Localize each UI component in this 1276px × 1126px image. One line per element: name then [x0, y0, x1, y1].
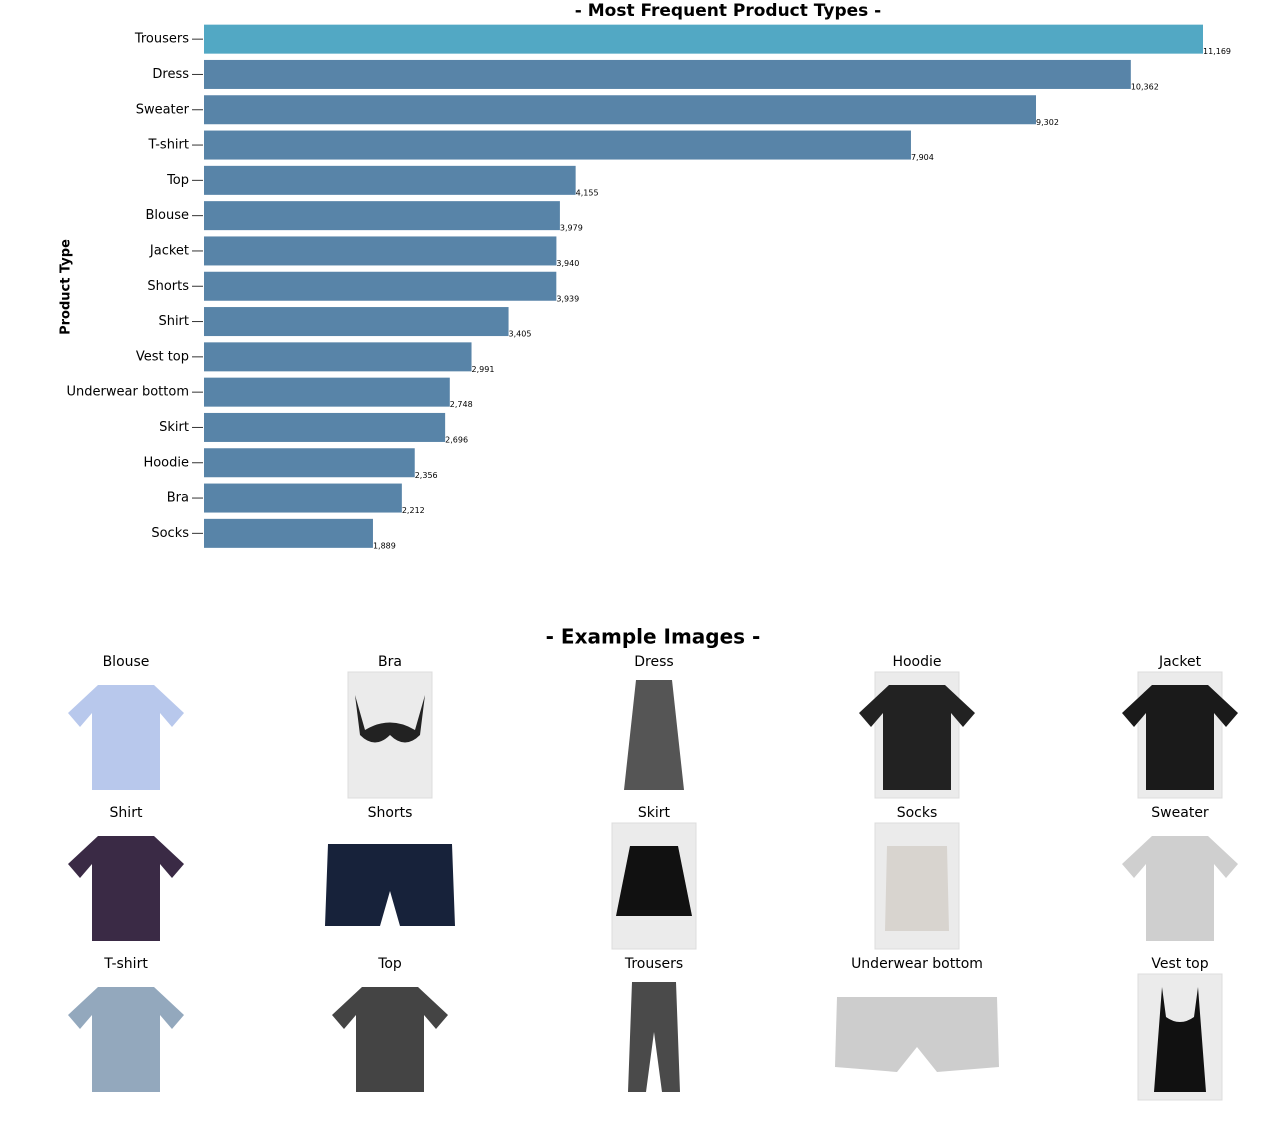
value-label: 2,212 [402, 506, 425, 515]
bar [204, 307, 509, 337]
value-label: 3,979 [560, 224, 583, 233]
value-label: 4,155 [576, 188, 599, 197]
bar [204, 342, 472, 372]
y-tick-label: Shorts [147, 279, 189, 294]
product-image [355, 695, 425, 743]
value-label: 9,302 [1036, 118, 1059, 127]
y-tick-label: Bra [167, 491, 189, 506]
product-image [624, 680, 684, 790]
image-label: T-shirt [103, 956, 148, 972]
bar [204, 236, 557, 266]
value-label: 2,991 [472, 365, 495, 374]
image-label: Jacket [1158, 654, 1202, 670]
y-tick-label: Dress [152, 67, 189, 82]
value-label: 1,889 [373, 541, 396, 550]
value-label: 2,748 [450, 400, 473, 409]
y-tick-label: Blouse [146, 208, 190, 223]
image-label: Bra [378, 654, 402, 670]
value-label: 10,362 [1131, 82, 1159, 91]
chart-title: - Most Frequent Product Types - [575, 1, 882, 21]
bar [204, 24, 1203, 54]
y-tick-label: Shirt [158, 314, 189, 329]
image-label: Top [377, 956, 402, 972]
bar [204, 95, 1037, 125]
value-label: 3,405 [509, 330, 532, 339]
product-image [628, 982, 680, 1092]
image-label: Skirt [638, 805, 671, 821]
bar [204, 483, 402, 513]
bar [204, 165, 576, 195]
value-label: 2,356 [415, 471, 438, 480]
image-label: Blouse [103, 654, 150, 670]
value-label: 7,904 [911, 153, 934, 162]
y-tick-label: Vest top [136, 349, 189, 364]
bar [204, 412, 446, 442]
product-image [68, 836, 184, 941]
y-tick-label: Socks [151, 526, 189, 541]
product-image [68, 987, 184, 1092]
images-title: - Example Images - [546, 625, 761, 649]
image-label: Shirt [110, 805, 143, 821]
y-axis-label: Product Type [59, 239, 74, 335]
y-tick-label: T-shirt [147, 138, 189, 153]
value-label: 11,169 [1203, 47, 1231, 56]
product-image [1122, 836, 1238, 941]
product-image [68, 685, 184, 790]
bar [204, 518, 373, 548]
y-tick-label: Underwear bottom [67, 385, 189, 400]
bar [204, 201, 560, 231]
product-image [616, 846, 692, 916]
image-label: Shorts [368, 805, 413, 821]
product-image [885, 846, 949, 931]
product-image [1122, 685, 1238, 790]
product-image [859, 685, 975, 790]
bar [204, 377, 450, 407]
y-tick-label: Hoodie [143, 455, 189, 470]
image-label: Socks [897, 805, 938, 821]
product-image [835, 997, 999, 1072]
product-image [325, 844, 455, 926]
image-label: Hoodie [892, 654, 941, 670]
image-label: Trousers [624, 956, 683, 972]
image-label: Vest top [1151, 956, 1208, 972]
bar [204, 448, 415, 478]
image-label: Underwear bottom [851, 956, 983, 972]
value-label: 3,939 [556, 294, 579, 303]
bar [204, 130, 911, 160]
value-label: 2,696 [445, 435, 468, 444]
bar [204, 271, 557, 301]
y-tick-label: Top [166, 173, 189, 188]
y-tick-label: Skirt [159, 420, 189, 435]
bar [204, 59, 1131, 89]
value-label: 3,940 [556, 259, 579, 268]
image-label: Sweater [1151, 805, 1209, 821]
y-tick-label: Trousers [134, 32, 189, 47]
y-tick-label: Jacket [149, 243, 189, 258]
image-label: Dress [634, 654, 673, 670]
y-tick-label: Sweater [136, 102, 190, 117]
product-image [332, 987, 448, 1092]
product-image [1154, 987, 1206, 1092]
